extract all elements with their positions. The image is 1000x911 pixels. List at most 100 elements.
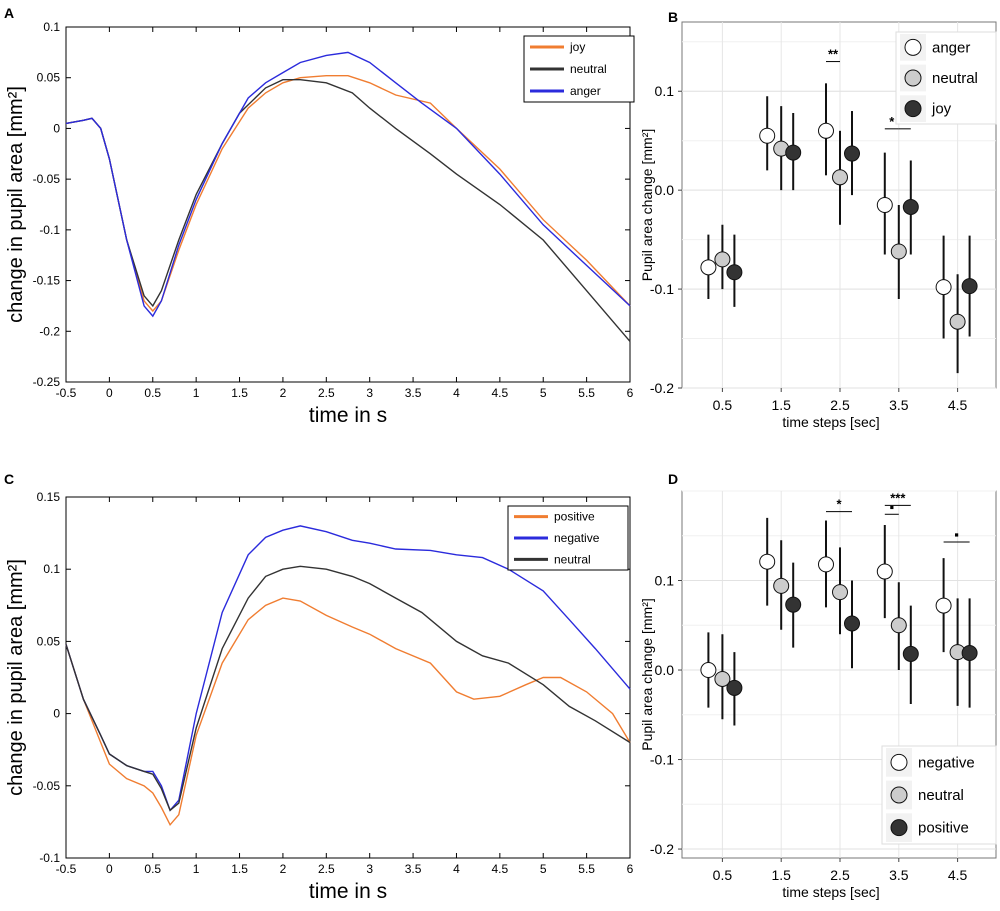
data-point-anger [700, 259, 717, 276]
x-tick-label: 1.5 [771, 867, 791, 883]
data-point-negative [818, 556, 834, 573]
data-point-neutral [890, 617, 907, 634]
x-tick-label: 0 [106, 862, 113, 876]
y-tick-label: 0.1 [43, 562, 60, 576]
series-line-positive [65, 597, 631, 827]
x-tick-label: 5.5 [578, 386, 595, 400]
y-tick-label: 0.05 [37, 634, 61, 648]
legend-label-neutral: neutral [570, 62, 607, 76]
data-point-joy [961, 278, 978, 295]
legend-swatch-neutral [890, 786, 908, 804]
legend-label-joy: joy [569, 40, 585, 54]
y-tick-label: 0 [53, 707, 60, 721]
x-tick-label: -0.5 [56, 862, 77, 876]
x-axis-label: time steps [sec] [782, 884, 879, 900]
x-axis-label: time steps [sec] [782, 414, 879, 430]
legend: negative neutral positive [881, 745, 997, 845]
x-tick-label: 2 [280, 862, 287, 876]
y-tick-label: -0.2 [39, 324, 60, 338]
x-tick-label: 5 [540, 862, 547, 876]
x-tick-label: 5.5 [578, 862, 595, 876]
panel-d-dot-chart: -0.2 -0.1 0.0 0.1 0.5 1.5 2.5 3.5 4.5 time steps … [639, 490, 997, 900]
y-tick-label: -0.05 [33, 172, 61, 186]
panel-label-d: D [668, 471, 678, 487]
x-tick-label: 6 [627, 386, 634, 400]
x-tick-label: 2.5 [830, 867, 850, 883]
x-tick-label: 1 [193, 386, 200, 400]
data-point-negative [876, 563, 893, 580]
y-tick-label: -0.1 [650, 752, 674, 768]
x-tick-label: 6 [627, 862, 634, 876]
legend: positive negative neutral [507, 505, 629, 571]
x-tick-label: 5 [540, 386, 547, 400]
data-point-joy [844, 145, 860, 162]
y-tick-label: 0.05 [37, 71, 61, 85]
x-tick-label: 2 [280, 386, 287, 400]
y-tick-label: -0.1 [39, 223, 60, 237]
x-tick-label: 3.5 [889, 867, 909, 883]
data-point-neutral [890, 243, 907, 260]
legend-label-neutral: neutral [554, 552, 591, 566]
data-point-joy [902, 198, 919, 215]
x-tick-label: -0.5 [56, 386, 77, 400]
legend-label-anger: anger [932, 39, 970, 56]
series-line-anger [65, 51, 631, 318]
data-point-anger [759, 127, 776, 144]
x-tick-label: 1.5 [231, 386, 248, 400]
x-tick-label: 4.5 [492, 386, 509, 400]
x-tick-label: 2.5 [318, 386, 335, 400]
y-tick-label: -0.25 [33, 375, 61, 389]
y-tick-label: -0.05 [33, 779, 61, 793]
data-point-negative [759, 553, 776, 570]
data-point-neutral [949, 313, 966, 330]
legend-label-neutral: neutral [932, 70, 978, 87]
panel-label-c: C [4, 471, 14, 487]
y-tick-label: 0.15 [37, 490, 61, 504]
x-tick-label: 0 [106, 386, 113, 400]
y-tick-label: 0.0 [655, 662, 675, 678]
x-tick-label: 3.5 [405, 862, 422, 876]
significance-label: * [889, 114, 895, 129]
y-tick-label: -0.1 [650, 281, 674, 297]
panel-c-line-chart: -0.5 0 0.5 1 1.5 2 2.5 3 3.5 4 4.5 5 5.5 6 -0.1 -0.05 0 0… [5, 490, 634, 903]
data-point-anger [818, 122, 834, 139]
x-tick-label: 4.5 [492, 862, 509, 876]
significance-label: ▪ [889, 499, 894, 514]
legend-label-positive: positive [554, 510, 595, 524]
y-axis-label: Pupil area change [mm²] [639, 598, 655, 751]
panel-label-b: B [668, 9, 678, 25]
legend: anger neutral joy [895, 31, 997, 125]
panel-b-dot-chart: -0.2 -0.1 0.0 0.1 0.5 1.5 2.5 3.5 4.5 time steps … [639, 21, 997, 430]
data-point-neutral [832, 169, 848, 186]
y-tick-label: 0.1 [43, 20, 60, 34]
y-tick-label: -0.2 [650, 841, 674, 857]
x-axis-label: time in s [309, 404, 387, 427]
x-tick-label: 3 [366, 862, 373, 876]
data-point-joy [785, 144, 802, 161]
y-tick-label: 0.0 [655, 182, 675, 198]
data-point-positive [785, 596, 802, 613]
y-axis-label: change in pupil area [mm²] [5, 86, 27, 323]
y-tick-label: 0 [53, 121, 60, 135]
legend-label-neutral: neutral [918, 787, 964, 804]
data-point-neutral [773, 577, 790, 594]
legend-label-negative: negative [554, 531, 600, 545]
y-tick-label: 0.1 [655, 83, 675, 99]
data-point-neutral [714, 670, 731, 687]
x-tick-label: 3 [366, 386, 373, 400]
data-point-negative [935, 597, 952, 614]
x-tick-label: 1.5 [771, 397, 791, 413]
x-tick-label: 0.5 [144, 386, 161, 400]
legend-swatch-negative [890, 753, 908, 771]
significance-label: ▪ [954, 527, 959, 542]
data-point-joy [726, 264, 743, 281]
x-tick-label: 0.5 [713, 867, 733, 883]
panel-a-line-chart: -0.5 0 0.5 1 1.5 2 2.5 3 3.5 4 4.5 5 5.5 6 -0.25 -0.2 -0… [5, 20, 635, 427]
legend-label-anger: anger [570, 84, 601, 98]
x-tick-label: 4 [453, 862, 460, 876]
data-point-positive [844, 615, 860, 632]
y-tick-label: -0.2 [650, 380, 674, 396]
x-tick-label: 3.5 [405, 386, 422, 400]
y-tick-label: 0.1 [655, 573, 675, 589]
